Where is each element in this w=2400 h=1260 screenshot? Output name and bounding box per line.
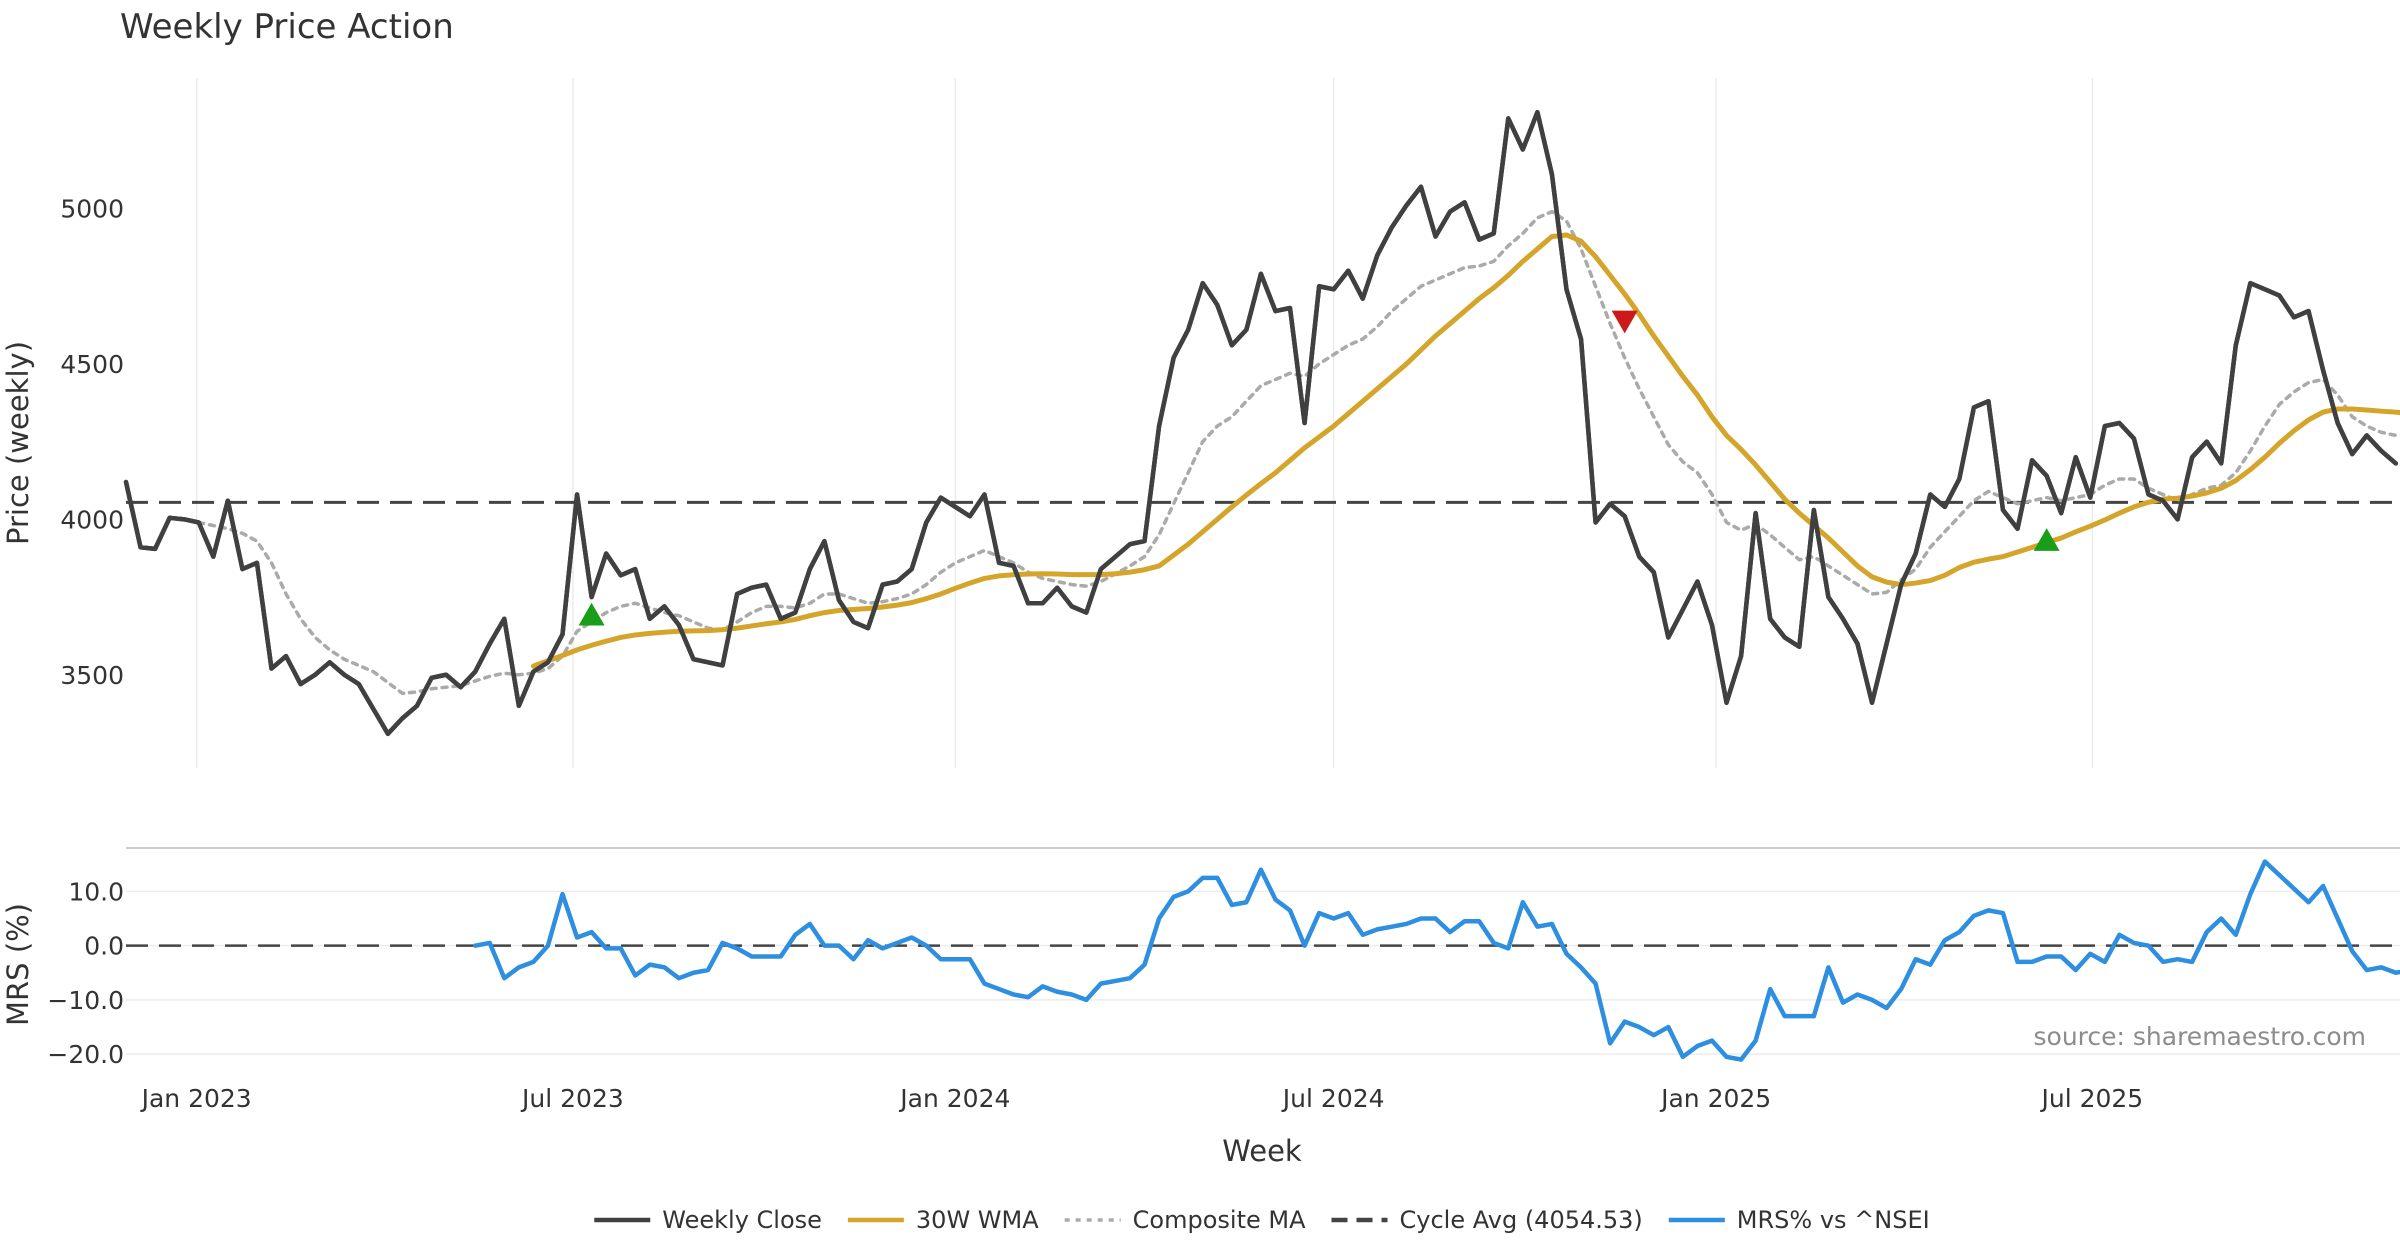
chart-title: Weekly Price Action bbox=[120, 7, 454, 47]
price-ytick-label: 5000 bbox=[60, 195, 124, 224]
mrs-ytick-label: 0.0 bbox=[84, 932, 124, 961]
xtick-label: Jan 2025 bbox=[1659, 1084, 1771, 1113]
mrs-ytick-label: −10.0 bbox=[47, 986, 124, 1015]
x-axis-label: Week bbox=[1222, 1134, 1302, 1168]
legend-label: Weekly Close bbox=[662, 1206, 822, 1234]
xtick-label: Jul 2025 bbox=[2039, 1084, 2143, 1113]
mrs-line bbox=[472, 859, 2400, 1062]
xtick-label: Jul 2024 bbox=[1281, 1084, 1385, 1113]
price-y-axis-label: Price (weekly) bbox=[1, 341, 35, 545]
price-ytick-label: 4000 bbox=[60, 505, 124, 534]
xtick-label: Jan 2024 bbox=[898, 1084, 1010, 1113]
legend-label: MRS% vs ^NSEI bbox=[1737, 1206, 1930, 1234]
mrs-ytick-label: −20.0 bbox=[47, 1040, 124, 1069]
xtick-label: Jan 2023 bbox=[140, 1084, 252, 1113]
legend-label: 30W WMA bbox=[916, 1206, 1039, 1234]
mrs-y-axis-label: MRS (%) bbox=[1, 903, 35, 1026]
legend-label: Composite MA bbox=[1133, 1206, 1306, 1234]
buy-signal-marker bbox=[578, 602, 605, 626]
weekly-close-line bbox=[123, 109, 2399, 737]
xtick-label: Jul 2023 bbox=[520, 1084, 624, 1113]
price-ytick-label: 4500 bbox=[60, 350, 124, 379]
source-note: source: sharemaestro.com bbox=[2034, 1022, 2367, 1051]
weekly-close-line-top bbox=[123, 109, 2399, 737]
legend-label: Cycle Avg (4054.53) bbox=[1400, 1206, 1643, 1234]
mrs-ytick-label: 10.0 bbox=[68, 877, 124, 906]
price-ytick-label: 3500 bbox=[60, 661, 124, 690]
legend: Weekly Close 30W WMA Composite MA Cycle Avg… bbox=[594, 1206, 1930, 1234]
buy-signal-marker bbox=[2033, 528, 2060, 551]
sell-signal-marker bbox=[1611, 310, 1638, 334]
